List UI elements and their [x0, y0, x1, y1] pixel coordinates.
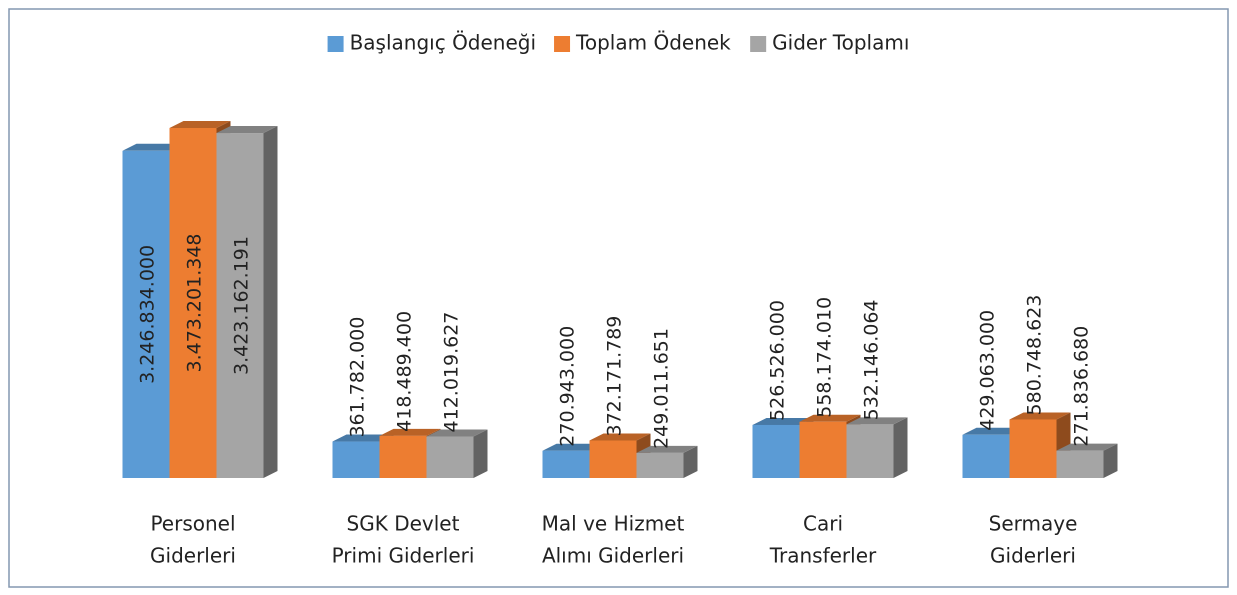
- value-label: 249.011.651: [651, 328, 673, 449]
- bar-side: [1103, 443, 1118, 478]
- bar-top: [379, 428, 441, 436]
- bar-top: [426, 429, 488, 437]
- bar-top: [752, 417, 814, 425]
- bar-side: [893, 417, 908, 478]
- bar-top: [636, 445, 698, 453]
- value-label: 558.174.010: [814, 297, 836, 418]
- bar: [589, 440, 637, 478]
- bar-top: [122, 143, 184, 151]
- x-tick-label: Alımı Giderleri: [542, 544, 684, 568]
- x-tick-label: Giderleri: [150, 544, 236, 568]
- value-label: 3.423.162.191: [231, 236, 253, 375]
- x-tick-label: Transferler: [769, 544, 877, 568]
- bar: [752, 424, 800, 478]
- bar-top: [589, 433, 651, 441]
- legend-swatch: [554, 36, 571, 52]
- x-tick-label: Sermaye: [989, 512, 1078, 536]
- value-label: 372.171.789: [604, 316, 626, 437]
- legend-label: Başlangıç Ödeneği: [350, 31, 536, 55]
- bar-top: [332, 434, 394, 442]
- value-label: 429.063.000: [977, 310, 999, 431]
- bar-top: [962, 427, 1024, 435]
- bar: [636, 452, 684, 478]
- x-tick-label: Giderleri: [990, 544, 1076, 568]
- bar: [846, 424, 894, 478]
- bar: [122, 150, 170, 478]
- x-tick-label: SGK Devlet: [347, 512, 460, 536]
- value-label: 3.473.201.348: [184, 233, 206, 372]
- value-label: 271.836.680: [1071, 326, 1093, 447]
- bar-side: [263, 126, 278, 478]
- bar: [426, 436, 474, 478]
- legend-swatch: [327, 36, 344, 52]
- bar-top: [542, 443, 604, 451]
- value-label: 270.943.000: [557, 326, 579, 447]
- x-tick-label: Primi Giderleri: [332, 544, 475, 568]
- bar-top: [1056, 443, 1118, 451]
- x-tick-label: Personel: [150, 512, 235, 536]
- bar: [332, 441, 380, 478]
- x-tick-label: Mal ve Hizmet: [542, 512, 685, 536]
- bar: [962, 434, 1010, 478]
- bar-side: [473, 429, 488, 478]
- bar: [799, 421, 847, 478]
- value-label: 361.782.000: [347, 317, 369, 438]
- bar-top: [216, 126, 278, 134]
- bar: [169, 128, 217, 478]
- bar-top: [169, 121, 231, 128]
- value-label: 580.748.623: [1024, 295, 1046, 416]
- value-label: 532.146.064: [861, 299, 883, 420]
- bar: [216, 133, 264, 478]
- bar-top: [846, 417, 908, 425]
- bar-top: [799, 414, 861, 422]
- bar-top: [1009, 412, 1071, 420]
- value-label: 418.489.400: [394, 311, 416, 432]
- value-label: 3.246.834.000: [137, 245, 159, 384]
- legend: Başlangıç Ödeneği Toplam Ödenek Gider Topl…: [327, 31, 909, 55]
- value-label: 526.526.000: [767, 300, 789, 421]
- legend-label: Toplam Ödenek: [575, 31, 731, 55]
- x-tick-label: Cari: [803, 512, 843, 536]
- bar: [542, 450, 590, 478]
- legend-swatch: [750, 36, 767, 52]
- bar-side: [683, 445, 698, 478]
- bar: [379, 435, 427, 478]
- bar: [1009, 419, 1057, 478]
- legend-label: Gider Toplamı: [772, 31, 909, 55]
- value-label: 412.019.627: [441, 312, 463, 433]
- bar: [1056, 450, 1104, 478]
